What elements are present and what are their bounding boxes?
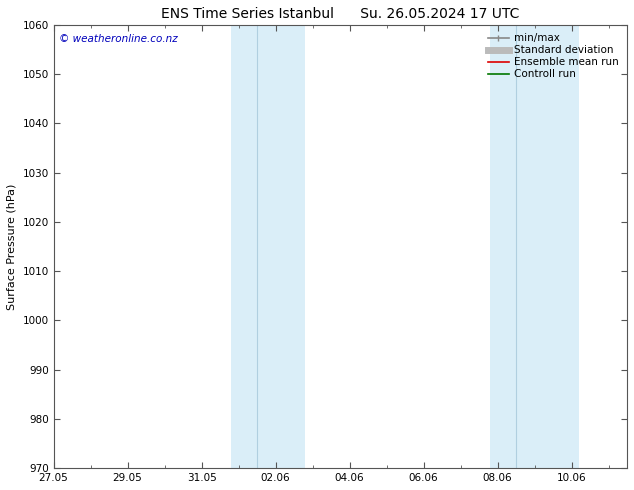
Text: © weatheronline.co.nz: © weatheronline.co.nz	[60, 34, 178, 44]
Legend: min/max, Standard deviation, Ensemble mean run, Controll run: min/max, Standard deviation, Ensemble me…	[485, 30, 622, 83]
Bar	[231, 25, 257, 468]
Y-axis label: Surface Pressure (hPa): Surface Pressure (hPa)	[7, 183, 17, 310]
Bar	[490, 25, 516, 468]
Bar	[257, 25, 305, 468]
Title: ENS Time Series Istanbul      Su. 26.05.2024 17 UTC: ENS Time Series Istanbul Su. 26.05.2024 …	[161, 7, 519, 21]
Bar	[516, 25, 579, 468]
